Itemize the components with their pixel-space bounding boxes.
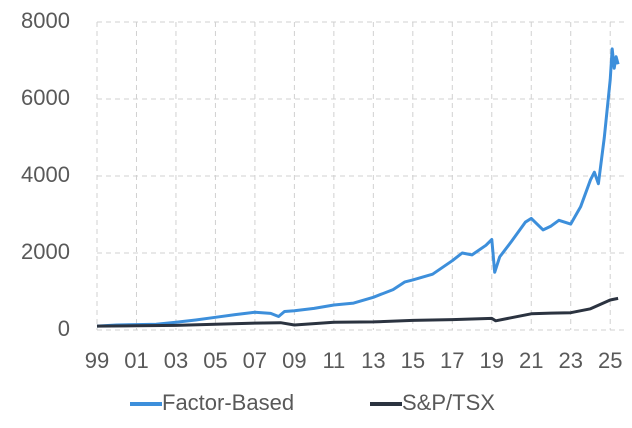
legend-label: Factor-Based [162,390,294,415]
y-tick-label: 0 [58,316,70,341]
x-tick-label: 23 [558,348,582,373]
x-tick-label: 11 [322,348,345,373]
y-tick-label: 6000 [21,85,70,110]
x-tick-label: 01 [124,348,148,373]
y-tick-label: 4000 [21,162,70,187]
x-tick-label: 07 [243,348,267,373]
x-tick-label: 19 [480,348,504,373]
y-tick-label: 2000 [21,239,70,264]
x-tick-label: 25 [598,348,622,373]
x-tick-label: 15 [401,348,425,373]
x-tick-label: 13 [361,348,385,373]
x-tick-label: 99 [85,348,109,373]
x-tick-label: 09 [282,348,306,373]
x-tick-label: 17 [440,348,464,373]
x-tick-label: 03 [164,348,188,373]
x-tick-label: 21 [519,348,543,373]
x-tick-label: 05 [203,348,227,373]
y-tick-label: 8000 [21,8,70,33]
series-line [96,296,619,328]
series-line [96,47,620,328]
legend-label: S&P/TSX [402,390,495,415]
